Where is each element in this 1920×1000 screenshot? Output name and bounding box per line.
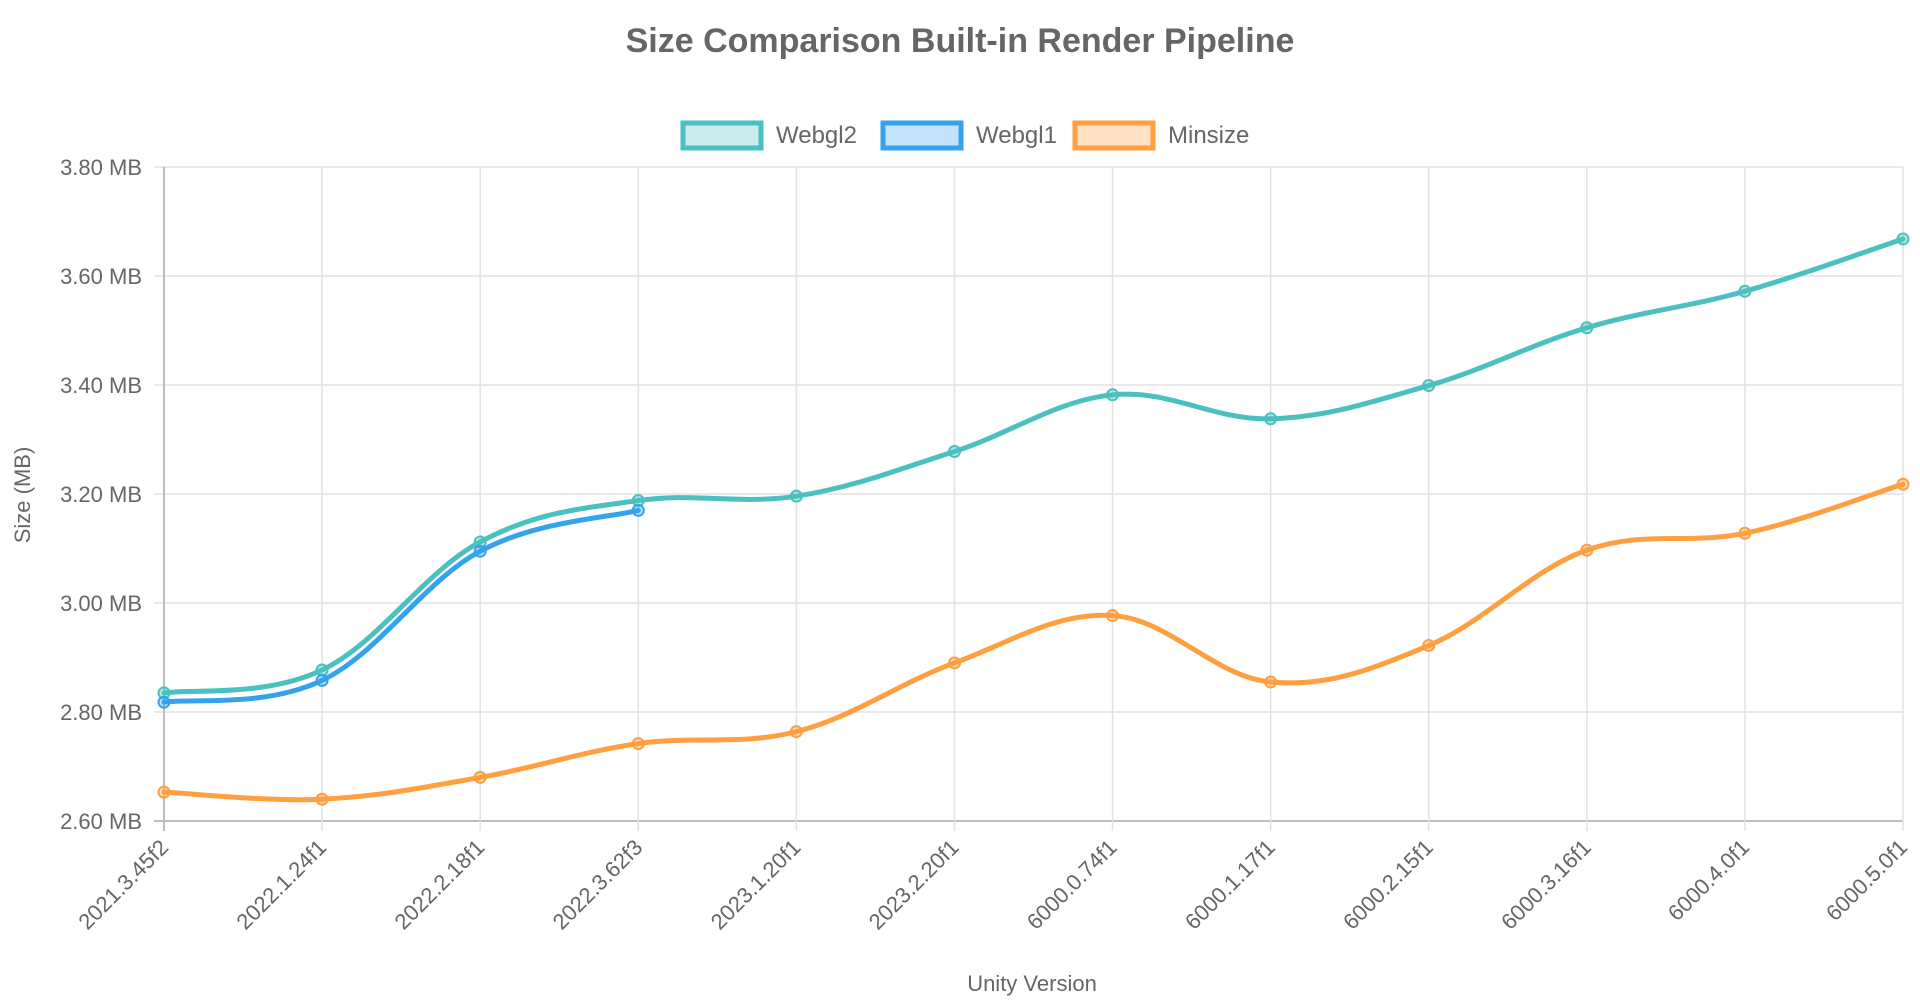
data-point[interactable] xyxy=(1896,477,1910,491)
legend-label: Webgl1 xyxy=(976,122,1057,149)
data-point[interactable] xyxy=(157,695,171,709)
series-line xyxy=(161,507,641,705)
series-line xyxy=(161,236,1906,696)
data-point[interactable] xyxy=(473,535,487,549)
x-axis-title: Unity Version xyxy=(967,971,1097,996)
x-tick-label: 2021.3.45f2 xyxy=(73,835,173,935)
x-tick-label: 2022.1.24f1 xyxy=(231,835,331,935)
data-point[interactable] xyxy=(1264,412,1278,426)
data-point[interactable] xyxy=(789,725,803,739)
x-tick-label: 6000.5.0f1 xyxy=(1821,835,1912,926)
data-point[interactable] xyxy=(1896,232,1910,246)
data-point[interactable] xyxy=(1106,388,1120,402)
series-webgl1 xyxy=(157,503,645,709)
legend-swatch xyxy=(880,120,964,151)
x-tick-label: 2022.2.18f1 xyxy=(390,835,490,935)
data-point[interactable] xyxy=(1264,675,1278,689)
y-tick-label: 3.20 MB xyxy=(60,482,142,507)
data-point[interactable] xyxy=(157,686,171,700)
x-tick-label: 6000.4.0f1 xyxy=(1663,835,1754,926)
chart-legend: Webgl2 Webgl1 Minsize xyxy=(680,120,1249,151)
x-axis: 2021.3.45f2 2022.1.24f1 2022.2.18f1 2022.3.… xyxy=(73,835,1912,935)
data-point[interactable] xyxy=(315,792,329,806)
series-minsize xyxy=(157,477,1910,806)
data-point[interactable] xyxy=(1106,609,1120,623)
y-tick-label: 3.80 MB xyxy=(60,155,142,180)
data-point[interactable] xyxy=(789,489,803,503)
data-point[interactable] xyxy=(1580,543,1594,557)
x-tick-label: 6000.2.15f1 xyxy=(1338,835,1438,935)
legend-item-minsize[interactable]: Minsize xyxy=(1072,120,1249,151)
x-tick-label: 2022.3.62f3 xyxy=(548,835,648,935)
series-line xyxy=(161,481,1906,803)
chart-title: Size Comparison Built-in Render Pipeline xyxy=(626,22,1295,60)
data-point[interactable] xyxy=(1422,379,1436,393)
data-point[interactable] xyxy=(631,494,645,508)
x-tick-label: 2023.1.20f1 xyxy=(706,835,806,935)
data-point[interactable] xyxy=(1738,284,1752,298)
x-tick-label: 6000.3.16f1 xyxy=(1496,835,1596,935)
chart-series xyxy=(157,232,1910,806)
data-point[interactable] xyxy=(315,663,329,677)
y-tick-label: 2.60 MB xyxy=(60,809,142,834)
y-tick-label: 3.40 MB xyxy=(60,373,142,398)
data-point[interactable] xyxy=(947,444,961,458)
legend-label: Minsize xyxy=(1168,122,1249,149)
data-point[interactable] xyxy=(1738,526,1752,540)
x-tick-label: 2023.2.20f1 xyxy=(864,835,964,935)
legend-item-webgl2[interactable]: Webgl2 xyxy=(680,120,857,151)
data-point[interactable] xyxy=(1580,321,1594,335)
data-point[interactable] xyxy=(631,503,645,517)
y-tick-label: 3.00 MB xyxy=(60,591,142,616)
data-point[interactable] xyxy=(1422,639,1436,653)
series-webgl2 xyxy=(157,232,1910,700)
x-tick-label: 6000.1.17f1 xyxy=(1180,835,1280,935)
y-tick-label: 2.80 MB xyxy=(60,700,142,725)
data-point[interactable] xyxy=(473,770,487,784)
data-point[interactable] xyxy=(315,673,329,687)
data-point[interactable] xyxy=(947,656,961,670)
data-point[interactable] xyxy=(473,544,487,558)
legend-swatch xyxy=(680,120,764,151)
y-axis-title: Size (MB) xyxy=(10,447,35,544)
data-point[interactable] xyxy=(631,737,645,751)
legend-item-webgl1[interactable]: Webgl1 xyxy=(880,120,1057,151)
data-point[interactable] xyxy=(157,785,171,799)
x-tick-label: 6000.0.74f1 xyxy=(1022,835,1122,935)
y-axis: 2.60 MB 2.80 MB 3.00 MB 3.20 MB 3.40 MB 3.60 … xyxy=(60,155,142,834)
legend-swatch xyxy=(1072,120,1156,151)
chart-grid xyxy=(154,166,1904,831)
y-tick-label: 3.60 MB xyxy=(60,264,142,289)
legend-label: Webgl2 xyxy=(776,122,857,149)
